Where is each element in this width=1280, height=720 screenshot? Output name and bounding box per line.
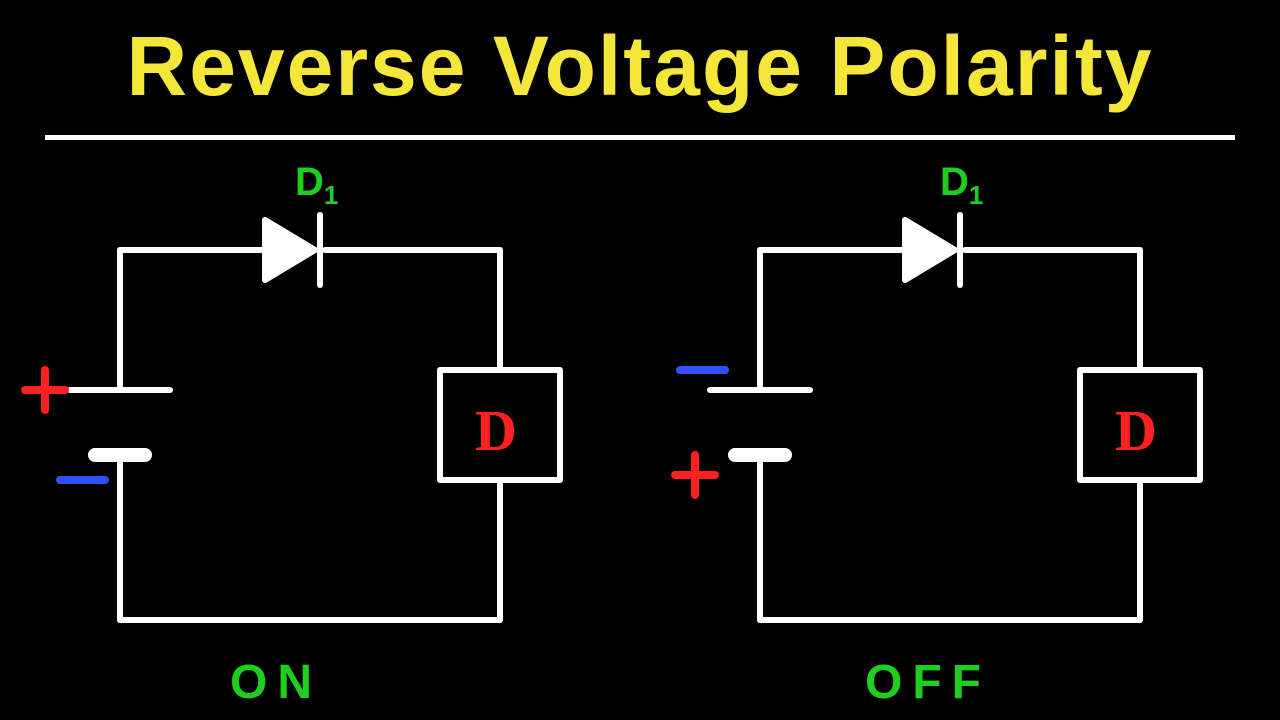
state-label-off: OFF [865, 655, 991, 710]
device-label-left: D [475, 398, 517, 463]
diode-label-right: D1 [940, 160, 983, 211]
state-label-on: ON [230, 655, 322, 710]
circuit-svg-left: D [0, 160, 640, 720]
page-title: Reverse Voltage Polarity [127, 18, 1154, 115]
circuit-svg-right: D [640, 160, 1280, 720]
title-underline [45, 135, 1235, 140]
circuit-reverse-bias: D D1 OFF [640, 160, 1280, 720]
device-label-right: D [1115, 398, 1157, 463]
diode-label-left: D1 [295, 160, 338, 211]
circuit-forward-bias: D D1 ON [0, 160, 640, 720]
